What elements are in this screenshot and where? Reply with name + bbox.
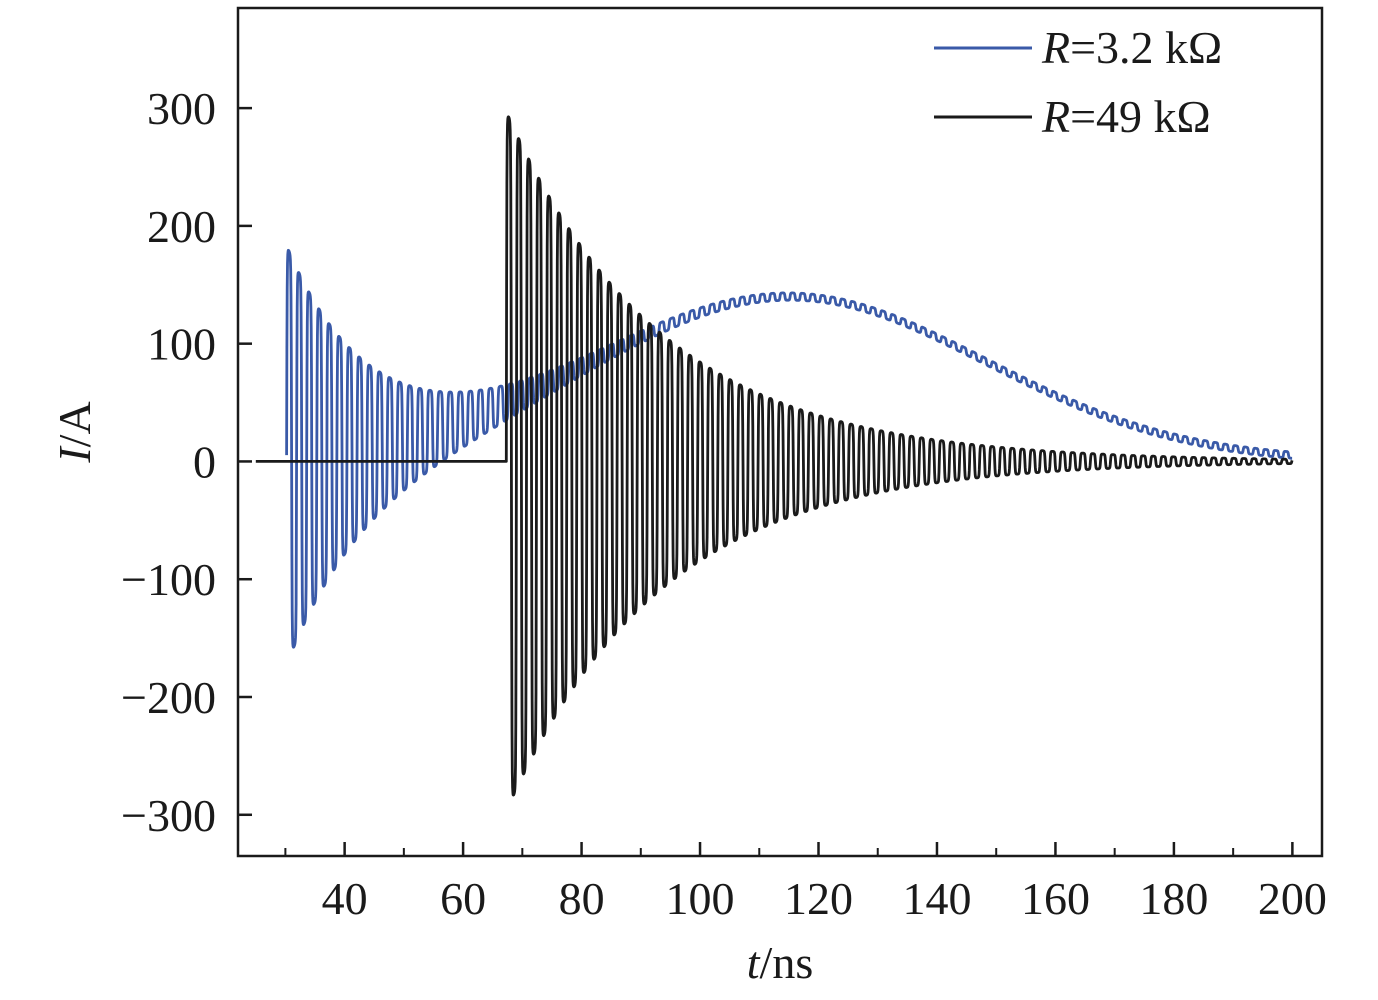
y-tick-label: −200 — [121, 672, 216, 723]
y-axis-title: I/A — [49, 401, 100, 463]
x-tick-label: 60 — [440, 873, 486, 924]
x-tick-label: 40 — [322, 873, 368, 924]
y-tick-label: −100 — [121, 554, 216, 605]
series-line-1 — [285, 248, 1294, 649]
x-tick-label: 160 — [1021, 873, 1090, 924]
x-tick-label: 140 — [902, 873, 971, 924]
y-tick-label: 100 — [147, 319, 216, 370]
x-axis-title: t/ns — [747, 937, 813, 988]
x-tick-label: 100 — [666, 873, 735, 924]
x-tick-label: 180 — [1139, 873, 1208, 924]
x-tick-label: 120 — [784, 873, 853, 924]
plot-frame — [236, 6, 1324, 858]
plot-area — [254, 115, 1294, 797]
x-axis: 40 60 80 100 120 140 160 180 200 — [284, 842, 1327, 924]
y-axis: −300 −200 −100 0 100 200 300 — [121, 83, 252, 841]
legend-label-series-1: R=3.2 kΩ — [1041, 22, 1222, 73]
y-tick-label: 0 — [193, 436, 216, 487]
x-tick-label: 200 — [1258, 873, 1327, 924]
y-tick-label: −300 — [121, 790, 216, 841]
y-tick-label: 300 — [147, 83, 216, 134]
legend-label-series-2: R=49 kΩ — [1041, 91, 1211, 142]
x-tick-label: 80 — [559, 873, 605, 924]
y-tick-label: 200 — [147, 201, 216, 252]
legend: R=3.2 kΩ R=49 kΩ — [934, 22, 1222, 142]
series-line-2 — [254, 115, 1294, 797]
